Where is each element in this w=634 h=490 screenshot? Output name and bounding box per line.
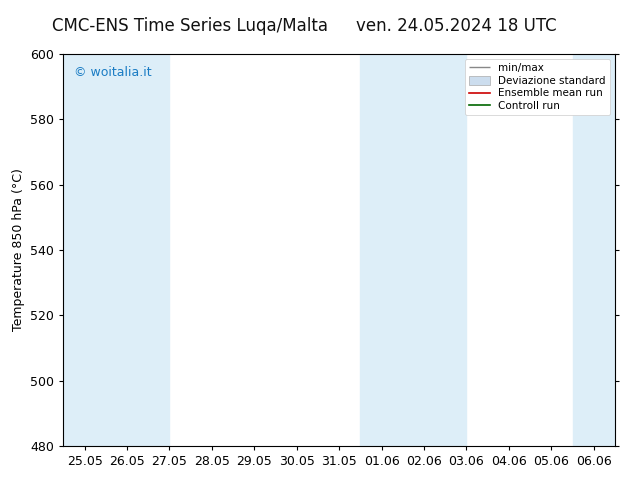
Text: CMC-ENS Time Series Luqa/Malta: CMC-ENS Time Series Luqa/Malta bbox=[52, 17, 328, 35]
Bar bbox=[63, 54, 169, 446]
Legend: min/max, Deviazione standard, Ensemble mean run, Controll run: min/max, Deviazione standard, Ensemble m… bbox=[465, 59, 610, 115]
Y-axis label: Temperature 850 hPa (°C): Temperature 850 hPa (°C) bbox=[12, 169, 25, 331]
Bar bbox=[360, 54, 467, 446]
Text: © woitalia.it: © woitalia.it bbox=[74, 66, 152, 79]
Bar bbox=[573, 54, 615, 446]
Text: ven. 24.05.2024 18 UTC: ven. 24.05.2024 18 UTC bbox=[356, 17, 557, 35]
